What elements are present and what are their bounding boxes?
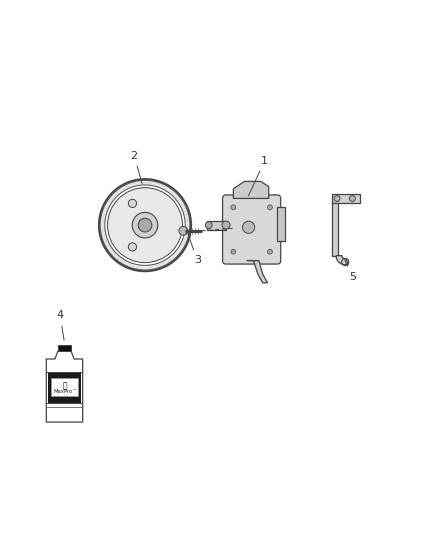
Polygon shape: [277, 207, 285, 240]
Circle shape: [138, 219, 152, 232]
Bar: [332, 193, 360, 204]
Circle shape: [128, 243, 137, 251]
Bar: [332, 204, 338, 256]
Polygon shape: [46, 351, 83, 422]
Text: 3: 3: [187, 232, 201, 265]
Circle shape: [231, 249, 236, 254]
Text: 2: 2: [131, 150, 142, 184]
Circle shape: [179, 227, 187, 235]
Circle shape: [268, 249, 272, 254]
Circle shape: [350, 196, 355, 201]
Polygon shape: [233, 181, 268, 198]
Circle shape: [108, 188, 183, 263]
Polygon shape: [336, 256, 348, 265]
Text: ⓜ: ⓜ: [62, 381, 67, 390]
Bar: [58, 345, 71, 351]
Text: 1: 1: [248, 156, 268, 196]
Circle shape: [128, 199, 137, 207]
Text: ™: ™: [72, 389, 76, 393]
Circle shape: [222, 221, 230, 229]
Circle shape: [268, 205, 272, 210]
Circle shape: [231, 205, 236, 210]
Circle shape: [132, 212, 158, 238]
FancyBboxPatch shape: [223, 195, 281, 264]
Bar: [48, 372, 81, 402]
Circle shape: [243, 221, 254, 233]
Bar: [51, 378, 78, 395]
Circle shape: [205, 222, 212, 229]
Text: MaxPro: MaxPro: [53, 389, 72, 394]
Bar: [207, 221, 226, 230]
Polygon shape: [247, 261, 268, 283]
Text: 5: 5: [345, 260, 357, 281]
Text: 4: 4: [57, 310, 64, 340]
Circle shape: [334, 196, 340, 201]
